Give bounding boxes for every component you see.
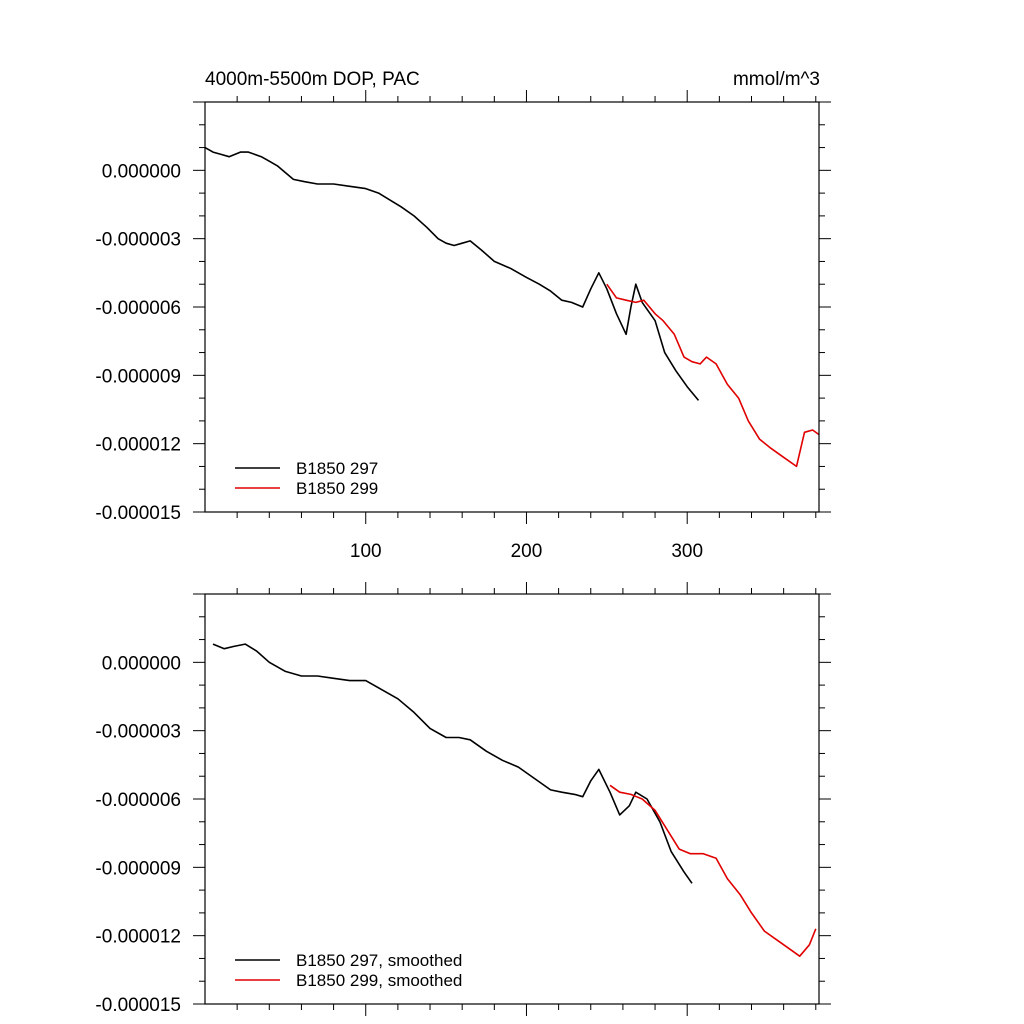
- top-chart-title-left: 4000m-5500m DOP, PAC: [205, 69, 420, 90]
- top-chart-ticks: 0.000000 -0.000003 -0.000006 -0.000009 -0.00…: [95, 90, 831, 562]
- y-tick-label: -0.000015: [95, 503, 181, 524]
- top-chart-title-units: mmol/m^3: [733, 69, 820, 90]
- x-tick-label: 300: [671, 541, 703, 562]
- y-tick-label: -0.000009: [95, 366, 181, 387]
- legend-label-1: B1850 297, smoothed: [296, 951, 462, 970]
- series-line-1: [212, 643, 693, 884]
- series-line-2: [609, 784, 817, 958]
- top-chart-frame: [204, 101, 820, 513]
- y-tick-label: -0.000009: [95, 858, 181, 879]
- x-tick-label: 200: [511, 541, 543, 562]
- legend-label-2: B1850 299, smoothed: [296, 971, 462, 990]
- legend-label-1: B1850 297: [296, 459, 378, 478]
- y-tick-label: -0.000003: [95, 230, 181, 251]
- bottom-chart-panel: 0.000000 -0.000003 -0.000006 -0.000009 -0.00…: [95, 582, 831, 1016]
- y-tick-label: -0.000006: [95, 790, 181, 811]
- x-tick-label: 100: [350, 541, 382, 562]
- y-tick-label: -0.000012: [95, 927, 181, 948]
- bottom-chart-frame: [204, 593, 820, 1005]
- y-tick-label: -0.000015: [95, 995, 181, 1016]
- series-line-1: [204, 146, 700, 401]
- top-chart-panel: 4000m-5500m DOP, PAC mmol/m^3 0.000000 -0…: [95, 69, 831, 562]
- y-tick-label: -0.000003: [95, 722, 181, 743]
- legend-label-2: B1850 299: [296, 479, 378, 498]
- y-tick-label: 0.000000: [102, 653, 181, 674]
- bottom-chart-series: [212, 643, 817, 958]
- y-tick-label: -0.000012: [95, 435, 181, 456]
- y-tick-label: -0.000006: [95, 298, 181, 319]
- bottom-chart-ticks: 0.000000 -0.000003 -0.000006 -0.000009 -0.00…: [95, 582, 831, 1016]
- top-chart-series: [204, 146, 820, 468]
- y-tick-label: 0.000000: [102, 161, 181, 182]
- series-line-2: [606, 283, 820, 468]
